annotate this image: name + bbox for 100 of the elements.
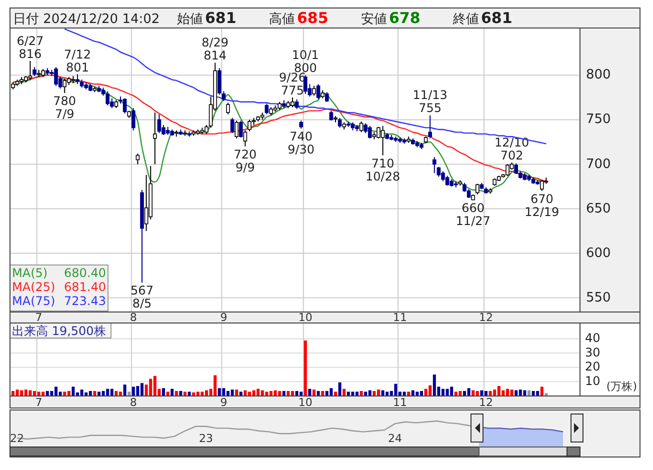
y-tick-label: 700 (586, 156, 611, 172)
bar (102, 390, 105, 396)
y-tick-label: 600 (586, 246, 611, 261)
x-tick-label: 24 (388, 432, 402, 445)
bar (179, 390, 182, 396)
text: 678 (389, 9, 420, 27)
bar (325, 390, 328, 396)
bar (432, 374, 436, 396)
candlestick (264, 103, 269, 115)
bar (428, 385, 432, 396)
x-tick-label: 10 (298, 311, 312, 324)
bar (230, 390, 234, 396)
bar (316, 390, 320, 396)
annotation: 710 10/28 (366, 156, 400, 184)
bar (153, 376, 156, 396)
bar (132, 386, 135, 396)
bar (338, 382, 342, 396)
bar (235, 390, 238, 396)
bar (123, 384, 126, 396)
candlestick (243, 130, 248, 147)
candlestick (239, 120, 243, 138)
text: MA(25) (12, 280, 56, 294)
x-tick-label: 9 (220, 396, 228, 409)
x-tick-label: 11 (393, 311, 407, 324)
candlestick (432, 156, 436, 174)
bar (149, 378, 152, 396)
candlestick (136, 153, 140, 165)
annotation: 11/13 755 (412, 88, 448, 116)
x-tick-label: 8 (130, 311, 137, 324)
bar (46, 390, 49, 396)
bar (218, 388, 221, 396)
bar (114, 390, 118, 396)
bar (467, 388, 470, 396)
bar (170, 388, 174, 396)
annotation: 12/10 702 (494, 135, 530, 162)
text: 終値 (452, 12, 479, 27)
candlestick (234, 120, 238, 139)
bar (256, 388, 260, 396)
bar (532, 390, 535, 396)
candlestick (230, 117, 234, 134)
annotation: 6/27 816 (16, 34, 44, 61)
y-tick-label: 10 (585, 374, 600, 388)
candlestick (132, 108, 136, 131)
bar (80, 390, 84, 396)
bar (450, 386, 454, 396)
x-tick-label: 23 (199, 432, 213, 445)
y-tick-label: 30 (585, 345, 600, 360)
bar (458, 390, 462, 396)
candlestick (380, 125, 385, 156)
y-tick-label: 550 (586, 290, 611, 306)
y-tick-label: 750 (586, 112, 611, 128)
bar (488, 390, 492, 396)
bar (88, 390, 92, 396)
candlestick (54, 66, 58, 86)
x-tick-label: 22 (10, 432, 24, 445)
y-tick-label: 40 (585, 331, 600, 346)
bar (174, 390, 178, 396)
bar (510, 390, 514, 396)
bar (222, 388, 226, 396)
bar (536, 390, 540, 396)
text: 高値 (269, 11, 295, 27)
candlestick (325, 92, 329, 102)
text: 安値 (361, 11, 387, 27)
candlestick (338, 117, 342, 128)
bar (360, 390, 363, 396)
candlestick (441, 170, 445, 182)
candlestick (506, 164, 510, 176)
bar (162, 388, 165, 396)
candlestick (476, 183, 480, 195)
text: MA(5) (12, 266, 48, 280)
bar (93, 390, 96, 396)
candlestick (312, 85, 316, 96)
annotation: 740 9/30 (288, 130, 315, 157)
annotation: 780 7/9 (53, 94, 76, 121)
candlestick (226, 102, 230, 115)
candlestick (428, 114, 432, 139)
candlestick (445, 175, 450, 186)
bar (24, 390, 28, 396)
bar (286, 390, 290, 396)
x-tick-label: 7 (35, 311, 42, 324)
bar (330, 388, 333, 396)
text: 始値 (177, 12, 203, 27)
text: 日付 2024/12/20 14:02 (13, 12, 160, 27)
x-tick-label: 9 (220, 311, 228, 324)
bar (278, 390, 282, 396)
y-axis-title: (万株) (606, 380, 637, 393)
candlestick (316, 84, 320, 100)
candlestick (76, 74, 80, 85)
candlestick (248, 119, 252, 132)
x-tick-label: 8 (130, 396, 137, 409)
y-tick-label: 20 (585, 360, 600, 374)
bar (304, 340, 307, 396)
x-tick-label: 12 (479, 311, 493, 324)
candlestick (376, 126, 380, 139)
bar (518, 390, 522, 396)
bar (214, 375, 217, 396)
bar (295, 390, 298, 396)
bar (308, 388, 312, 396)
annotation: 680.40 (64, 266, 106, 280)
y-tick-label: 650 (586, 201, 611, 216)
